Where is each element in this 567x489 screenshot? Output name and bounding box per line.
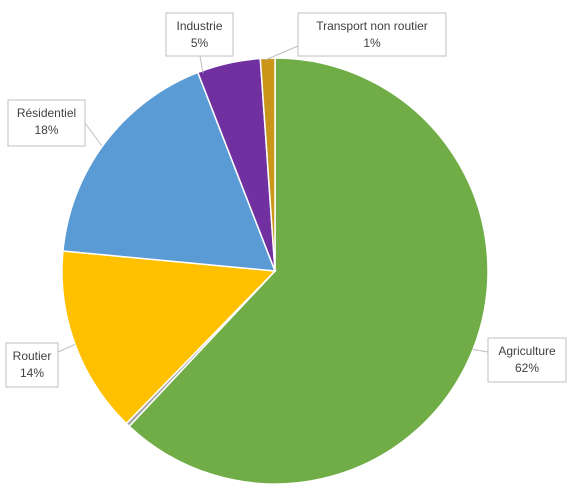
label-percent-industrie: 5% — [191, 36, 209, 50]
label-percent-r-sidentiel: 18% — [34, 123, 58, 137]
label-name-industrie: Industrie — [176, 19, 222, 33]
data-label-transport-non-routier: Transport non routier 1% — [297, 12, 447, 57]
label-box-r-sidentiel — [7, 99, 86, 147]
label-percent-routier: 14% — [20, 366, 44, 380]
leader-lines — [57, 45, 489, 353]
pie-slice-agriculture — [128, 57, 489, 485]
data-labels: Agriculture 62% Routier 14% Résidentiel 18% In… — [5, 12, 567, 388]
pie-slice-r-sidentiel — [62, 71, 277, 272]
label-box-industrie — [165, 12, 234, 57]
label-box-routier — [5, 342, 59, 388]
label-name-r-sidentiel: Résidentiel — [17, 106, 76, 120]
pie-slice-transport-non-routier — [259, 57, 276, 272]
label-box-agriculture — [487, 337, 567, 383]
pie-slices — [61, 57, 489, 485]
label-percent-agriculture: 62% — [515, 361, 539, 375]
leader-line-agriculture — [472, 348, 489, 353]
data-label-agriculture: Agriculture 62% — [487, 337, 567, 383]
data-label-routier: Routier 14% — [5, 342, 59, 388]
leader-line-r-sidentiel — [84, 122, 103, 147]
leader-line-routier — [57, 343, 76, 353]
data-label-industrie: Industrie 5% — [165, 12, 234, 57]
label-percent-transport-non-routier: 1% — [363, 36, 381, 50]
leader-line-transport-non-routier — [264, 45, 299, 61]
label-name-agriculture: Agriculture — [498, 344, 556, 358]
leader-line-industrie — [199, 55, 204, 74]
data-label-r-sidentiel: Résidentiel 18% — [7, 99, 86, 147]
label-box-transport-non-routier — [297, 12, 447, 57]
label-name-routier: Routier — [13, 349, 52, 363]
pie-slice-routier — [61, 250, 277, 425]
label-name-transport-non-routier: Transport non routier — [316, 19, 428, 33]
